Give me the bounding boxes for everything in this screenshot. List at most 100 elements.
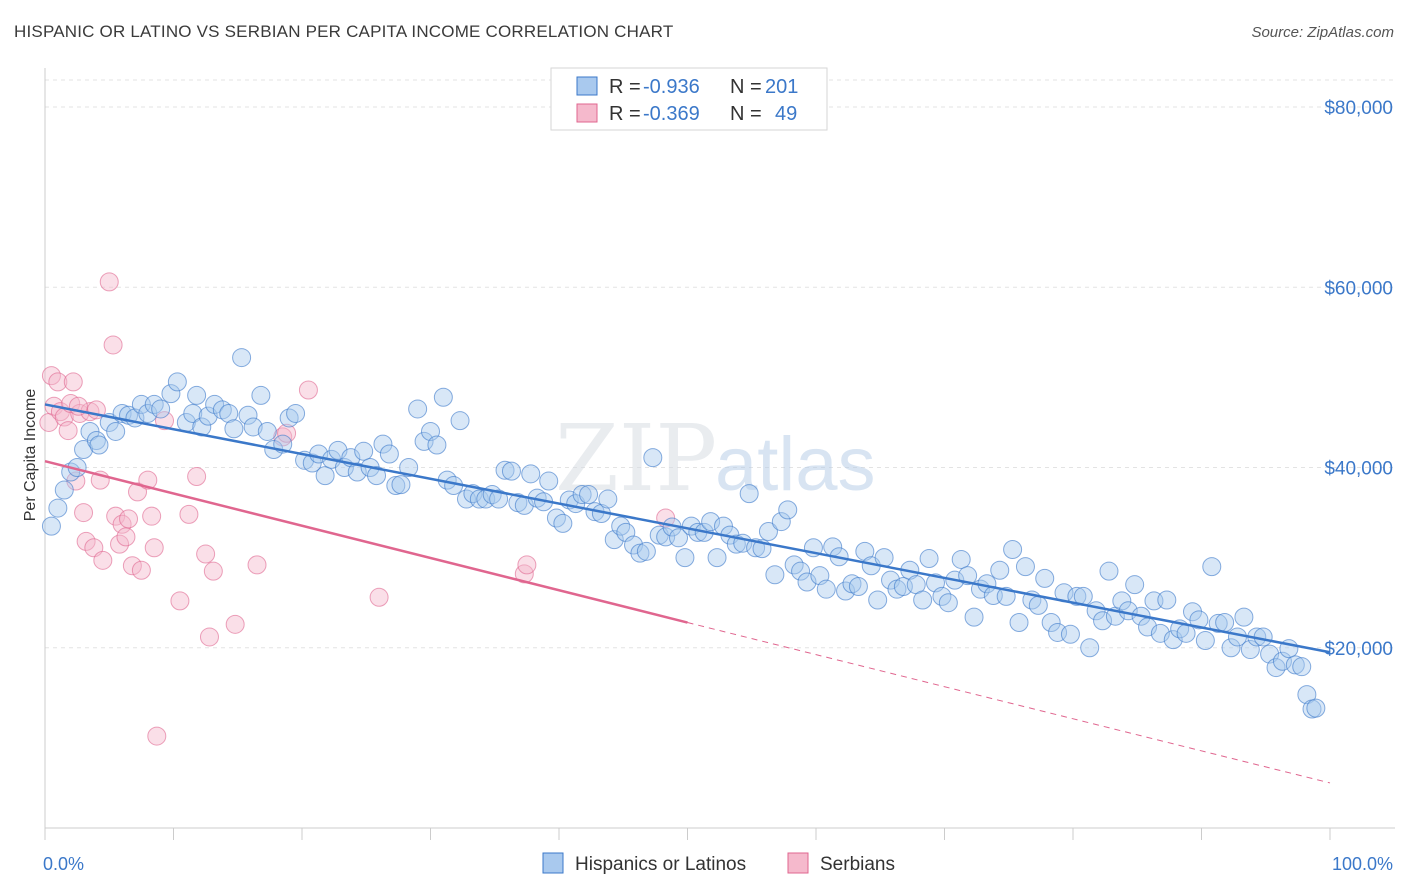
hispanics-point-178 <box>1195 631 1215 651</box>
hispanics-point-90 <box>630 543 650 563</box>
hispanics-point-82 <box>579 485 599 505</box>
hispanics-point-107 <box>739 484 759 504</box>
serbians-trend-line <box>44 459 688 624</box>
hispanics-point-190 <box>1272 651 1292 671</box>
serbians-point-35 <box>187 467 207 487</box>
watermark: ZIP atlas <box>555 405 876 512</box>
legend-n-label-1: N = <box>730 76 762 98</box>
bottom-legend: Hispanics or Latinos Serbians <box>542 852 895 875</box>
hispanics-point-19 <box>167 372 187 392</box>
hispanics-point-138 <box>938 593 958 613</box>
hispanics-point-140 <box>951 549 971 569</box>
hispanics-point-2 <box>54 480 74 500</box>
hispanics-point-1 <box>48 498 68 518</box>
hispanics-point-64 <box>463 484 483 504</box>
serbians-point-19 <box>103 335 123 355</box>
hispanics-point-184 <box>1234 607 1254 627</box>
hispanics-point-8 <box>89 435 109 455</box>
legend-n-value-1: 201 <box>765 76 798 98</box>
hispanics-point-163 <box>1099 561 1119 581</box>
hispanics-point-52 <box>386 476 406 496</box>
hispanics-point-62 <box>450 411 470 431</box>
serbians-point-33 <box>170 591 190 611</box>
trend-lines <box>44 403 1331 784</box>
hispanics-point-194 <box>1297 685 1317 705</box>
series-hispanics-points <box>41 348 1326 719</box>
hispanics-point-112 <box>771 512 791 532</box>
hispanics-point-26 <box>212 400 232 420</box>
hispanics-point-193 <box>1292 657 1312 677</box>
hispanics-point-192 <box>1285 655 1305 675</box>
hispanics-point-51 <box>379 444 399 464</box>
serbians-point-30 <box>144 538 164 558</box>
hispanics-point-196 <box>1306 698 1326 718</box>
hispanics-point-141 <box>958 566 978 586</box>
serbians-point-25 <box>122 556 142 576</box>
hispanics-point-65 <box>469 489 489 509</box>
serbians-point-40 <box>247 555 267 575</box>
hispanics-point-28 <box>224 419 244 439</box>
hispanics-point-148 <box>1003 540 1023 560</box>
hispanics-point-134 <box>913 590 933 610</box>
legend-n-value-2: 49 <box>775 103 797 125</box>
y-tick-labels: $20,000 $40,000 $60,000 $80,000 <box>1324 98 1393 660</box>
hispanics-point-46 <box>347 462 367 482</box>
serbians-point-22 <box>112 514 132 534</box>
hispanics-point-113 <box>778 500 798 520</box>
hispanics-point-31 <box>243 417 263 437</box>
serbians-point-34 <box>179 504 199 524</box>
hispanics-point-179 <box>1202 557 1222 577</box>
hispanics-point-10 <box>106 421 126 441</box>
bottom-legend-swatch-pink <box>787 852 809 874</box>
hispanics-point-165 <box>1112 591 1132 611</box>
legend-n-label-2: N = <box>730 103 762 125</box>
hispanics-point-53 <box>391 475 411 495</box>
y-tick-label-2: $60,000 <box>1324 278 1393 299</box>
hispanics-point-41 <box>315 466 335 486</box>
legend-r-label-1: R = <box>609 76 641 98</box>
chart-title: HISPANIC OR LATINO VS SERBIAN PER CAPITA… <box>14 22 674 41</box>
x-tick-labels: 0.0% 100.0% <box>43 854 1393 874</box>
hispanics-point-185 <box>1240 640 1260 660</box>
hispanics-point-102 <box>707 548 727 568</box>
hispanics-point-124 <box>848 576 868 596</box>
legend-swatch-pink <box>576 103 598 123</box>
hispanics-point-97 <box>675 548 695 568</box>
hispanics-point-146 <box>990 560 1010 580</box>
hispanics-point-175 <box>1176 623 1196 643</box>
hispanics-point-29 <box>232 348 252 368</box>
serbians-point-27 <box>131 560 151 580</box>
serbians-point-23 <box>116 527 136 547</box>
bottom-legend-swatch-blue <box>542 852 564 874</box>
hispanics-point-111 <box>765 565 785 585</box>
hispanics-point-158 <box>1067 586 1087 606</box>
hispanics-point-0 <box>41 516 61 536</box>
serbians-point-18 <box>99 272 119 292</box>
hispanics-point-32 <box>251 385 271 405</box>
hispanics-point-160 <box>1080 638 1100 658</box>
hispanics-point-30 <box>238 405 258 425</box>
hispanics-point-157 <box>1060 624 1080 644</box>
y-tick-label-3: $80,000 <box>1324 98 1393 119</box>
hispanics-point-181 <box>1215 613 1235 633</box>
hispanics-point-180 <box>1208 613 1228 633</box>
watermark-atlas: atlas <box>715 422 876 507</box>
serbians-point-38 <box>203 561 223 581</box>
serbians-point-8 <box>63 372 83 392</box>
hispanics-point-96 <box>669 528 689 548</box>
serbians-point-44 <box>369 587 389 607</box>
hispanics-point-122 <box>836 581 856 601</box>
hispanics-point-59 <box>433 387 453 407</box>
x-tick-label-0: 0.0% <box>43 854 84 874</box>
hispanics-point-77 <box>546 508 566 528</box>
hispanics-point-27 <box>219 403 239 423</box>
serbians-point-43 <box>298 380 318 400</box>
hispanics-point-162 <box>1093 611 1113 631</box>
serbians-point-39 <box>225 614 245 634</box>
hispanics-point-176 <box>1183 602 1203 622</box>
legend-r-value-1: -0.936 <box>643 76 700 98</box>
hispanics-point-153 <box>1035 568 1055 588</box>
hispanics-trend-line <box>44 403 1331 654</box>
hispanics-point-49 <box>367 466 387 486</box>
